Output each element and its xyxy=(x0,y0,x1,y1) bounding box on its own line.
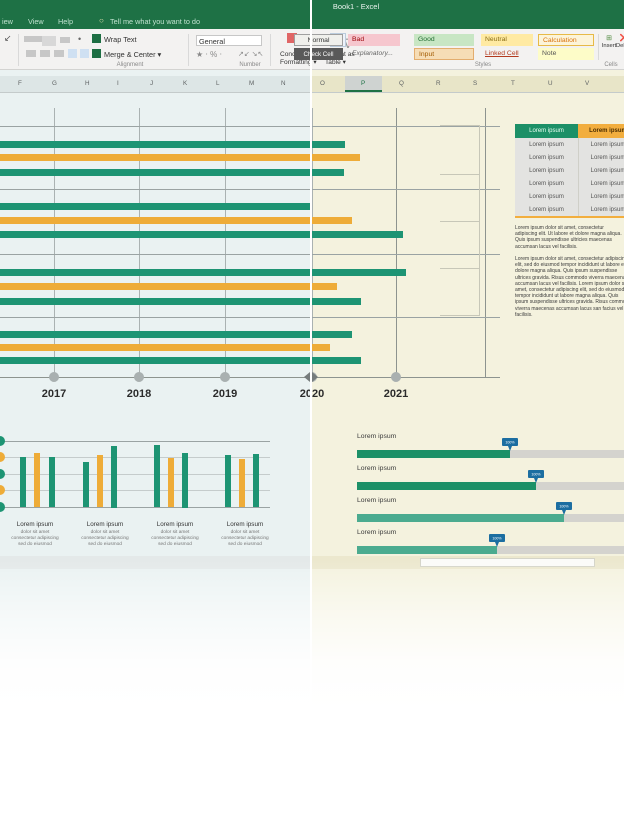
svg-text:100%: 100% xyxy=(559,504,569,508)
svg-text:100%: 100% xyxy=(531,472,541,476)
svg-text:100%: 100% xyxy=(505,440,515,444)
svg-text:100%: 100% xyxy=(492,536,502,540)
